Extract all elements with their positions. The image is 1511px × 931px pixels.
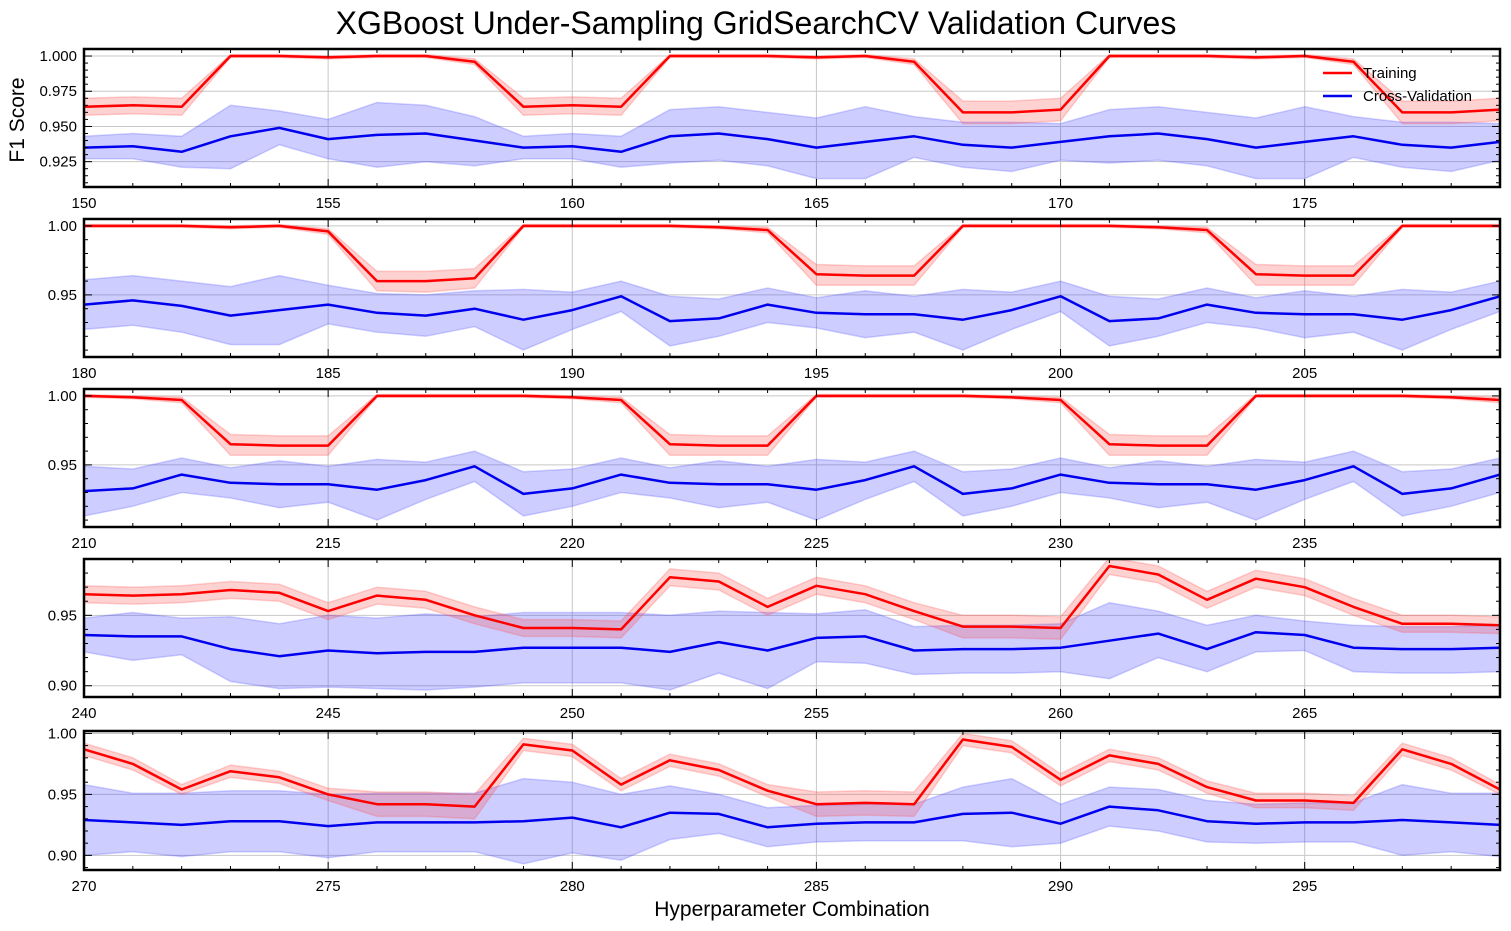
training-series-line [84,54,1500,114]
panel-4: 240 245 250 255 260 265 0.90 0.95 [48,557,1502,722]
y-tick-label: 0.95 [48,607,77,624]
x-tick-label: 155 [316,195,341,212]
x-tick-label: 195 [804,365,829,382]
training-series-line [84,738,1500,808]
x-tick-label: 210 [71,535,96,552]
cv-std-band [84,101,1500,180]
cv-series-line [84,630,1500,658]
y-tick-label: 0.95 [48,287,77,304]
cv-std-band [84,274,1500,351]
cv-series-line [84,295,1500,323]
x-tick-label: 205 [1292,365,1317,382]
cv-std-band [84,450,1500,521]
x-tick-label: 200 [1048,365,1073,382]
panel-1: 150 155 160 165 170 175 0.925 0.950 0.975 1.000 Tr… [39,47,1502,212]
x-tick-label: 185 [316,365,341,382]
x-tick-label: 190 [560,365,585,382]
panel-frame [82,557,1502,699]
x-tick-label: 225 [804,535,829,552]
training-series-line [84,564,1500,631]
plot-area [84,559,1500,691]
x-tick-label: 150 [71,195,96,212]
y-tick-label: 0.90 [48,847,77,864]
cv-series-line [84,465,1500,496]
cv-series-line [84,805,1500,829]
x-tick-label: 245 [316,705,341,722]
training-std-band [84,559,1500,641]
x-tick-label: 265 [1292,705,1317,722]
x-tick-label: 270 [71,878,96,895]
y-tick-label: 0.95 [48,457,77,474]
training-series-line [84,224,1500,283]
y-tick-label: 0.925 [39,154,77,171]
training-std-band [84,732,1500,820]
x-tick-label: 165 [804,195,829,212]
x-tick-label: 280 [560,878,585,895]
x-tick-label: 220 [560,535,585,552]
legend-label-cv: Cross-Validation [1363,88,1472,105]
x-tick-label: 230 [1048,535,1073,552]
x-tick-label: 160 [560,195,585,212]
plot-area [84,223,1500,351]
y-tick-label: 0.950 [39,118,77,135]
plot-area [84,732,1500,865]
panels-group: 150 155 160 165 170 175 0.925 0.950 0.975 1.000 Tr… [39,47,1502,895]
legend: Training Cross-Validation [1323,65,1472,105]
x-tick-label: 215 [316,535,341,552]
panel-frame [82,47,1502,189]
cv-series-line [84,126,1500,154]
x-tick-label: 170 [1048,195,1073,212]
panel-frame [82,729,1502,872]
cv-std-band [84,777,1500,865]
x-axis-label: Hyperparameter Combination [654,898,929,921]
y-tick-label: 1.00 [48,388,77,405]
y-axis-label: F1 Score [6,77,29,162]
y-tick-label: 1.000 [39,48,77,65]
y-tick-label: 0.90 [48,678,77,695]
y-tick-label: 1.00 [48,725,77,742]
panel-frame [82,387,1502,529]
plot-area [84,393,1500,521]
panel-3: 210 215 220 225 230 235 0.95 1.00 [48,387,1502,552]
x-tick-label: 235 [1292,535,1317,552]
panel-frame [82,217,1502,359]
x-tick-label: 295 [1292,878,1317,895]
y-tick-label: 0.975 [39,83,77,100]
panel-5: 270 275 280 285 290 295 0.90 0.95 1.00 [48,725,1502,895]
y-tick-label: 1.00 [48,218,77,235]
x-tick-label: 180 [71,365,96,382]
training-series-line [84,394,1500,447]
legend-label-training: Training [1363,65,1417,82]
x-tick-label: 285 [804,878,829,895]
x-tick-label: 175 [1292,195,1317,212]
x-tick-label: 275 [316,878,341,895]
cv-std-band [84,601,1500,691]
x-tick-label: 240 [71,705,96,722]
x-tick-label: 260 [1048,705,1073,722]
plot-area [84,53,1500,180]
panel-2: 180 185 190 195 200 205 0.95 1.00 [48,217,1502,382]
x-tick-label: 250 [560,705,585,722]
x-tick-label: 290 [1048,878,1073,895]
x-tick-label: 255 [804,705,829,722]
chart-title: XGBoost Under-Sampling GridSearchCV Vali… [336,5,1177,41]
y-tick-label: 0.95 [48,786,77,803]
